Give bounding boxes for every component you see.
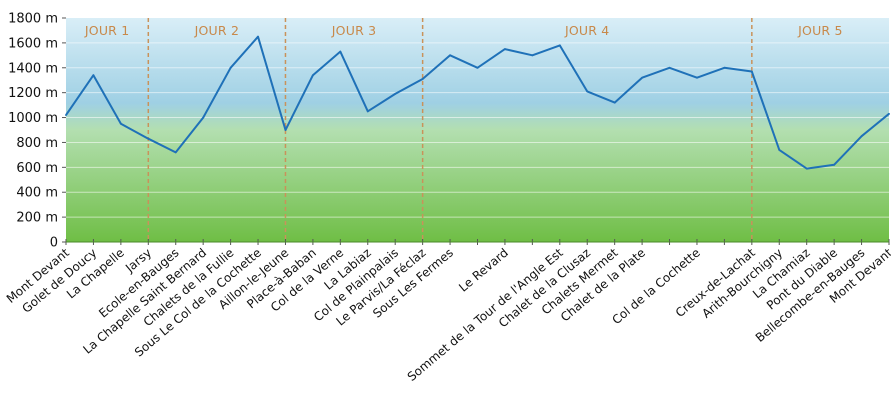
elevation-point	[284, 129, 287, 131]
elevation-point	[65, 114, 67, 116]
elevation-point	[805, 167, 808, 170]
elevation-point	[613, 101, 616, 104]
elevation-point	[668, 66, 671, 69]
y-tick-label: 1400 m	[8, 61, 58, 76]
y-tick-label: 1800 m	[8, 12, 58, 27]
elevation-point	[833, 163, 836, 166]
elevation-point	[147, 137, 150, 140]
elevation-point	[723, 66, 726, 69]
y-tick-label: 0	[50, 236, 58, 251]
stage-label: JOUR 4	[564, 23, 610, 38]
y-tick-label: 400 m	[16, 186, 58, 201]
elevation-point	[641, 76, 643, 79]
elevation-point	[312, 74, 314, 77]
y-tick-label: 200 m	[16, 211, 58, 226]
elevation-point	[586, 90, 589, 93]
elevation-point	[366, 110, 369, 113]
elevation-point	[778, 149, 781, 151]
stage-labels: JOUR 1 JOUR 2 JOUR 3 JOUR 4 JOUR 5	[84, 23, 843, 38]
stage-label: JOUR 1	[84, 23, 130, 38]
y-tick-label: 1600 m	[8, 36, 58, 51]
y-axis-ticks: 0 200 m 400 m 600 m 800 m 1000 m 1200 m 1400 m 1…	[8, 12, 66, 251]
plot-background	[66, 18, 889, 242]
elevation-point	[119, 122, 122, 125]
y-tick-label: 1200 m	[8, 86, 58, 101]
elevation-point	[860, 135, 863, 138]
elevation-point	[394, 93, 397, 95]
elevation-point	[888, 112, 890, 115]
elevation-point	[476, 66, 479, 69]
elevation-series	[65, 35, 890, 243]
elevation-point	[257, 35, 259, 38]
y-tick-label: 800 m	[16, 136, 58, 151]
elevation-point	[92, 74, 95, 77]
stage-label: JOUR 2	[194, 23, 240, 38]
elevation-point	[449, 54, 451, 57]
y-tick-label: 1000 m	[8, 111, 58, 126]
elevation-point	[202, 116, 205, 119]
elevation-point	[174, 151, 177, 154]
elevation-point	[558, 44, 561, 47]
x-tick-label: Le Revard	[456, 246, 511, 295]
elevation-point	[750, 70, 753, 73]
y-tick-label: 600 m	[16, 161, 58, 176]
elevation-point	[229, 66, 232, 69]
elevation-point	[696, 76, 698, 79]
elevation-point	[504, 48, 506, 51]
stage-label: JOUR 3	[331, 23, 377, 38]
elevation-point	[531, 54, 534, 57]
elevation-point	[339, 50, 342, 53]
elevation-point	[421, 78, 424, 80]
stage-label: JOUR 5	[797, 23, 843, 38]
